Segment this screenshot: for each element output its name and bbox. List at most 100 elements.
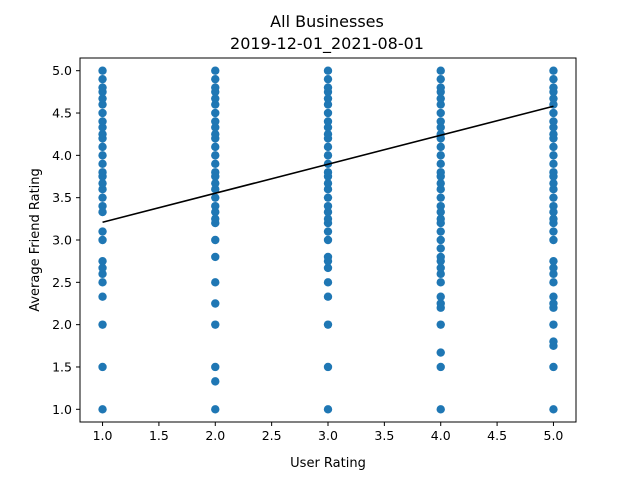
data-point <box>98 362 107 372</box>
data-point <box>436 299 445 308</box>
data-point <box>436 362 445 372</box>
data-point <box>323 66 333 75</box>
data-point <box>211 377 220 386</box>
data-point <box>436 201 445 211</box>
y-tick-label: 1.5 <box>52 359 72 374</box>
data-point <box>98 179 107 188</box>
data-point <box>436 252 445 262</box>
data-point <box>436 94 445 103</box>
data-point <box>436 348 445 357</box>
chart-subtitle: 2019-12-01_2021-08-01 <box>230 34 424 54</box>
data-point <box>436 244 445 253</box>
x-axis-label: User Rating <box>290 456 366 471</box>
data-point <box>549 129 558 139</box>
data-point <box>436 278 445 287</box>
data-point <box>549 214 558 224</box>
data-point <box>98 83 107 92</box>
data-point <box>98 108 107 118</box>
data-point <box>549 168 558 177</box>
data-point <box>211 74 220 84</box>
data-point <box>436 74 445 84</box>
data-point <box>98 292 107 301</box>
data-point <box>98 193 107 202</box>
data-point <box>436 117 445 126</box>
data-point <box>98 100 107 109</box>
data-point <box>436 142 445 152</box>
data-point <box>436 151 445 160</box>
x-tick-label: 2.5 <box>262 428 282 443</box>
data-point <box>323 179 333 188</box>
data-point <box>323 129 333 139</box>
data-point <box>211 193 220 202</box>
y-tick-label: 5.0 <box>52 63 72 78</box>
data-point <box>436 235 445 245</box>
y-axis-label: Average Friend Rating <box>28 168 43 312</box>
data-point <box>549 179 558 188</box>
data-point <box>98 227 107 236</box>
data-point <box>436 214 445 224</box>
data-point <box>323 252 333 262</box>
x-axis-ticks: 1.0 1.5 2.0 2.5 3.0 3.5 4.0 4.5 5.0 <box>93 422 564 443</box>
data-point <box>98 256 107 266</box>
data-point <box>211 159 220 169</box>
data-point <box>549 235 558 245</box>
data-point <box>323 362 333 372</box>
data-point <box>211 207 220 217</box>
data-point <box>549 227 558 236</box>
data-point <box>211 117 220 126</box>
data-point <box>549 66 558 75</box>
data-point <box>98 269 107 279</box>
x-tick-label: 5.0 <box>544 428 564 443</box>
data-point <box>436 66 445 75</box>
data-point <box>323 263 333 273</box>
data-point <box>98 117 107 126</box>
data-point <box>323 151 333 160</box>
data-point <box>549 320 558 329</box>
data-point <box>211 252 220 262</box>
data-point <box>549 142 558 152</box>
data-point <box>549 405 558 414</box>
y-tick-label: 1.0 <box>52 402 72 417</box>
data-points <box>98 66 558 414</box>
data-point <box>98 168 107 177</box>
data-point <box>211 362 220 372</box>
data-point <box>549 185 558 194</box>
chart-title: All Businesses <box>270 12 384 31</box>
data-point <box>323 83 333 92</box>
y-tick-label: 2.5 <box>52 275 72 290</box>
data-point <box>436 193 445 202</box>
data-point <box>436 179 445 188</box>
data-point <box>211 108 220 118</box>
data-point <box>436 168 445 177</box>
x-tick-label: 4.5 <box>487 428 507 443</box>
data-point <box>211 151 220 160</box>
trend-line <box>102 105 554 223</box>
data-point <box>98 235 107 245</box>
data-point <box>323 320 333 329</box>
data-point <box>323 117 333 126</box>
data-point <box>323 74 333 84</box>
data-point <box>323 100 333 109</box>
data-point <box>323 168 333 177</box>
data-point <box>436 405 445 414</box>
data-point <box>436 159 445 169</box>
data-point <box>98 278 107 287</box>
x-tick-label: 3.0 <box>318 428 338 443</box>
data-point <box>323 227 333 236</box>
data-point <box>323 185 333 194</box>
data-point <box>211 142 220 152</box>
data-point <box>211 235 220 245</box>
data-point <box>549 362 558 372</box>
data-point <box>436 227 445 236</box>
y-tick-label: 3.5 <box>52 190 72 205</box>
data-point <box>549 201 558 211</box>
data-point <box>98 159 107 169</box>
data-point <box>323 193 333 202</box>
data-point <box>436 100 445 109</box>
data-point <box>323 292 333 301</box>
data-point <box>436 83 445 92</box>
data-point <box>211 405 220 414</box>
data-point <box>211 299 220 308</box>
data-point <box>436 108 445 118</box>
data-point <box>436 185 445 194</box>
